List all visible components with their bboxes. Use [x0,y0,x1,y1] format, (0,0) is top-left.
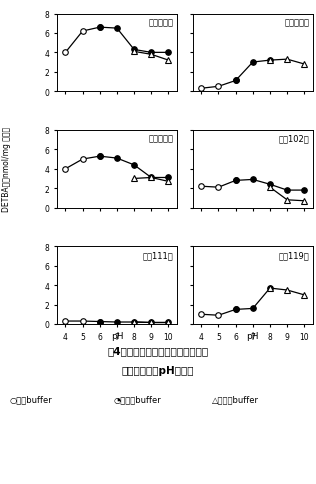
Text: pH: pH [111,332,123,341]
Text: 九州119号: 九州119号 [278,251,309,260]
Text: △ホウ酸buffer: △ホウ酸buffer [212,395,259,404]
Text: ○酢酸buffer: ○酢酸buffer [9,395,52,404]
Text: スズユタカ: スズユタカ [148,18,173,28]
Text: 関東102号: 関東102号 [278,135,309,144]
Text: フクユタカ: フクユタカ [148,135,173,144]
Text: pH: pH [246,332,259,341]
Text: ◔リン酸buffer: ◔リン酸buffer [114,395,161,404]
Text: ゆめゆたか: ゆめゆたか [284,18,309,28]
Text: 九州111号: 九州111号 [143,251,173,260]
Text: DETBA値（nmol/mg 蛋白）: DETBA値（nmol/mg 蛋白） [2,127,11,212]
Text: 図4．大豆抜出液とリノール酸との: 図4．大豆抜出液とリノール酸との [107,346,209,356]
Text: 反応に及ぼすpHの影響: 反応に及ぼすpHの影響 [122,365,194,375]
